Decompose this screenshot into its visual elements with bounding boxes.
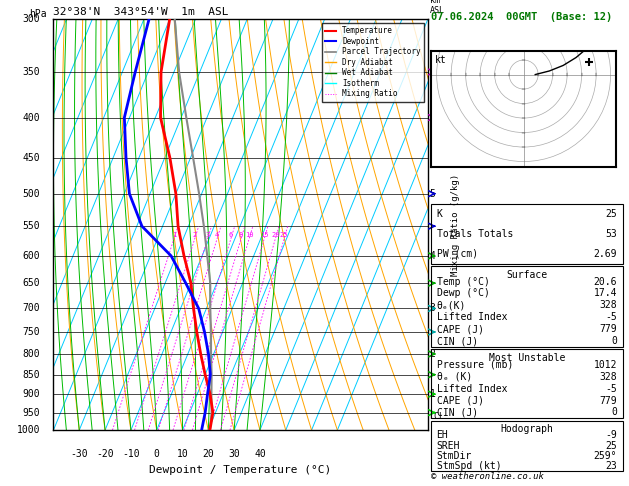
Text: 30: 30 <box>228 449 240 459</box>
Text: 10: 10 <box>245 232 253 238</box>
Text: 7: 7 <box>430 113 435 122</box>
Text: 1: 1 <box>430 389 435 399</box>
Text: -9: -9 <box>605 431 617 440</box>
Text: kt: kt <box>435 55 447 65</box>
Text: Lifted Index: Lifted Index <box>437 312 507 322</box>
Text: EH: EH <box>437 431 448 440</box>
Text: 850: 850 <box>23 370 40 380</box>
Text: 53: 53 <box>605 229 617 239</box>
Text: 4: 4 <box>215 232 220 238</box>
Text: 6: 6 <box>430 153 435 163</box>
Text: θₑ(K): θₑ(K) <box>437 300 466 311</box>
Text: 07.06.2024  00GMT  (Base: 12): 07.06.2024 00GMT (Base: 12) <box>431 12 612 22</box>
Text: hPa: hPa <box>29 9 47 19</box>
Text: Hodograph: Hodograph <box>500 424 554 434</box>
Text: 6: 6 <box>229 232 233 238</box>
Text: 779: 779 <box>599 324 617 334</box>
Text: CAPE (J): CAPE (J) <box>437 324 484 334</box>
Text: 779: 779 <box>599 396 617 406</box>
Text: 8: 8 <box>239 232 243 238</box>
Text: 17.4: 17.4 <box>593 288 617 298</box>
Text: 400: 400 <box>23 113 40 122</box>
Text: 650: 650 <box>23 278 40 288</box>
Text: 2: 2 <box>192 232 197 238</box>
Text: 0: 0 <box>611 407 617 417</box>
Text: 950: 950 <box>23 408 40 417</box>
Text: 2: 2 <box>430 349 435 359</box>
Text: 10: 10 <box>177 449 189 459</box>
Text: 900: 900 <box>23 389 40 399</box>
Text: 20.6: 20.6 <box>593 277 617 287</box>
Text: Most Unstable: Most Unstable <box>489 353 565 363</box>
Text: 300: 300 <box>23 15 40 24</box>
Text: -30: -30 <box>70 449 88 459</box>
Text: θₑ (K): θₑ (K) <box>437 372 472 382</box>
Text: Surface: Surface <box>506 270 547 279</box>
Text: 25: 25 <box>280 232 289 238</box>
Text: Dewp (°C): Dewp (°C) <box>437 288 489 298</box>
Text: 1: 1 <box>172 232 176 238</box>
Text: 1012: 1012 <box>593 360 617 370</box>
Text: 350: 350 <box>23 67 40 77</box>
Text: -5: -5 <box>605 383 617 394</box>
Text: 0: 0 <box>611 336 617 346</box>
Text: 40: 40 <box>254 449 266 459</box>
Text: CAPE (J): CAPE (J) <box>437 396 484 406</box>
Text: PW (cm): PW (cm) <box>437 249 478 259</box>
Text: 32°38'N  343°54'W  1m  ASL: 32°38'N 343°54'W 1m ASL <box>53 7 229 17</box>
Text: Totals Totals: Totals Totals <box>437 229 513 239</box>
Text: 550: 550 <box>23 221 40 231</box>
Text: 3: 3 <box>430 303 435 313</box>
Text: 328: 328 <box>599 372 617 382</box>
Text: 328: 328 <box>599 300 617 311</box>
Text: StmSpd (kt): StmSpd (kt) <box>437 461 501 471</box>
Text: 1000: 1000 <box>17 425 40 435</box>
Text: 0: 0 <box>153 449 160 459</box>
Text: LCL: LCL <box>430 413 445 421</box>
Text: Mixing Ratio (g/kg): Mixing Ratio (g/kg) <box>451 174 460 276</box>
Text: CIN (J): CIN (J) <box>437 407 478 417</box>
Text: 2.69: 2.69 <box>593 249 617 259</box>
Text: Lifted Index: Lifted Index <box>437 383 507 394</box>
Text: 450: 450 <box>23 153 40 163</box>
Text: -20: -20 <box>96 449 114 459</box>
Text: CIN (J): CIN (J) <box>437 336 478 346</box>
Text: 3: 3 <box>206 232 210 238</box>
Text: 8: 8 <box>430 67 435 77</box>
Text: Dewpoint / Temperature (°C): Dewpoint / Temperature (°C) <box>150 465 331 475</box>
Text: Temp (°C): Temp (°C) <box>437 277 489 287</box>
Legend: Temperature, Dewpoint, Parcel Trajectory, Dry Adiabat, Wet Adiabat, Isotherm, Mi: Temperature, Dewpoint, Parcel Trajectory… <box>321 23 424 102</box>
Text: 259°: 259° <box>593 451 617 461</box>
Text: 25: 25 <box>605 440 617 451</box>
Text: Pressure (mb): Pressure (mb) <box>437 360 513 370</box>
Text: 15: 15 <box>260 232 269 238</box>
Text: 600: 600 <box>23 251 40 261</box>
Text: 500: 500 <box>23 189 40 199</box>
Text: SREH: SREH <box>437 440 460 451</box>
Text: StmDir: StmDir <box>437 451 472 461</box>
Text: 20: 20 <box>271 232 280 238</box>
Text: 5: 5 <box>430 189 435 199</box>
Text: 750: 750 <box>23 327 40 337</box>
Text: -10: -10 <box>122 449 140 459</box>
Text: 4: 4 <box>430 251 435 261</box>
Text: 23: 23 <box>605 461 617 471</box>
Text: 25: 25 <box>605 209 617 219</box>
Text: 700: 700 <box>23 303 40 313</box>
Text: K: K <box>437 209 442 219</box>
Text: 800: 800 <box>23 349 40 359</box>
Text: 20: 20 <box>203 449 214 459</box>
Text: km
ASL: km ASL <box>430 0 445 16</box>
Text: -5: -5 <box>605 312 617 322</box>
Text: © weatheronline.co.uk: © weatheronline.co.uk <box>431 472 543 481</box>
